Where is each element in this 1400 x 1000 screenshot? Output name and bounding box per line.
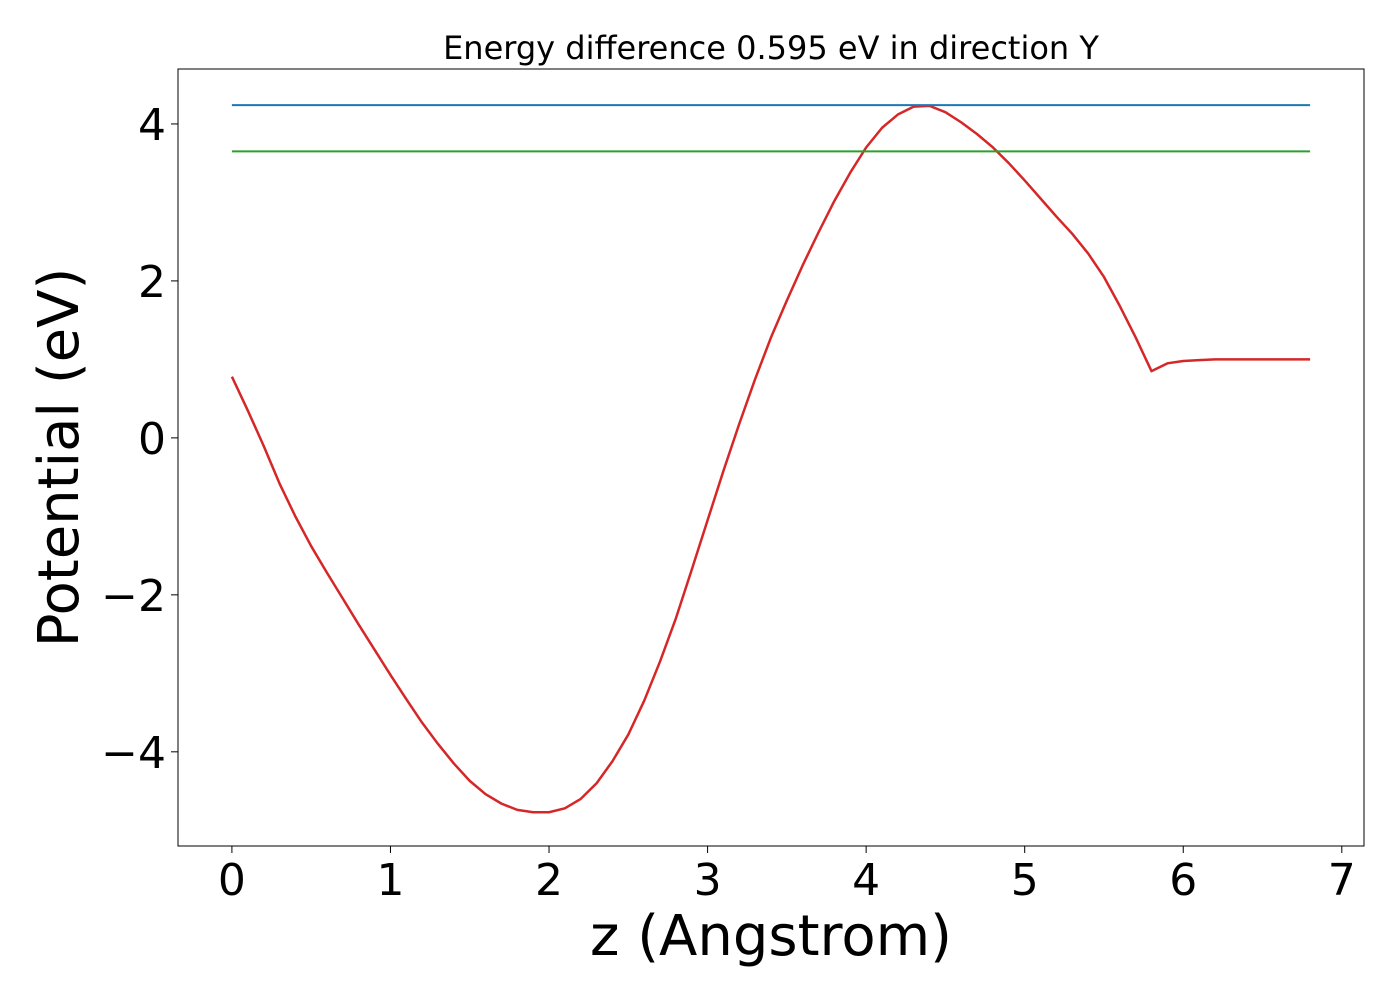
x-axis-label: z (Angstrom) bbox=[590, 904, 952, 969]
y-tick-label: −2 bbox=[101, 571, 166, 622]
x-tick-label: 2 bbox=[535, 855, 563, 906]
x-tick-label: 0 bbox=[218, 855, 246, 906]
x-axis: 0 1 2 3 4 5 6 7 bbox=[218, 846, 1356, 906]
plot-area bbox=[230, 104, 1311, 814]
y-axis: 4 2 0 −2 −4 bbox=[101, 100, 178, 779]
y-axis-label: Potential (eV) bbox=[27, 268, 92, 648]
x-tick-label: 3 bbox=[694, 855, 722, 906]
y-tick-label: 4 bbox=[138, 100, 166, 151]
x-tick-label: 1 bbox=[376, 855, 404, 906]
y-tick-label: −4 bbox=[101, 728, 166, 779]
plot-frame bbox=[177, 68, 1365, 847]
x-tick-label: 4 bbox=[852, 855, 880, 906]
y-tick-label: 2 bbox=[138, 257, 166, 308]
x-tick-label: 5 bbox=[1011, 855, 1039, 906]
potential-curve bbox=[230, 104, 1311, 814]
chart-title: Energy difference 0.595 eV in direction … bbox=[443, 29, 1099, 67]
x-tick-label: 7 bbox=[1328, 855, 1356, 906]
x-tick-label: 6 bbox=[1169, 855, 1197, 906]
y-tick-label: 0 bbox=[138, 414, 166, 465]
